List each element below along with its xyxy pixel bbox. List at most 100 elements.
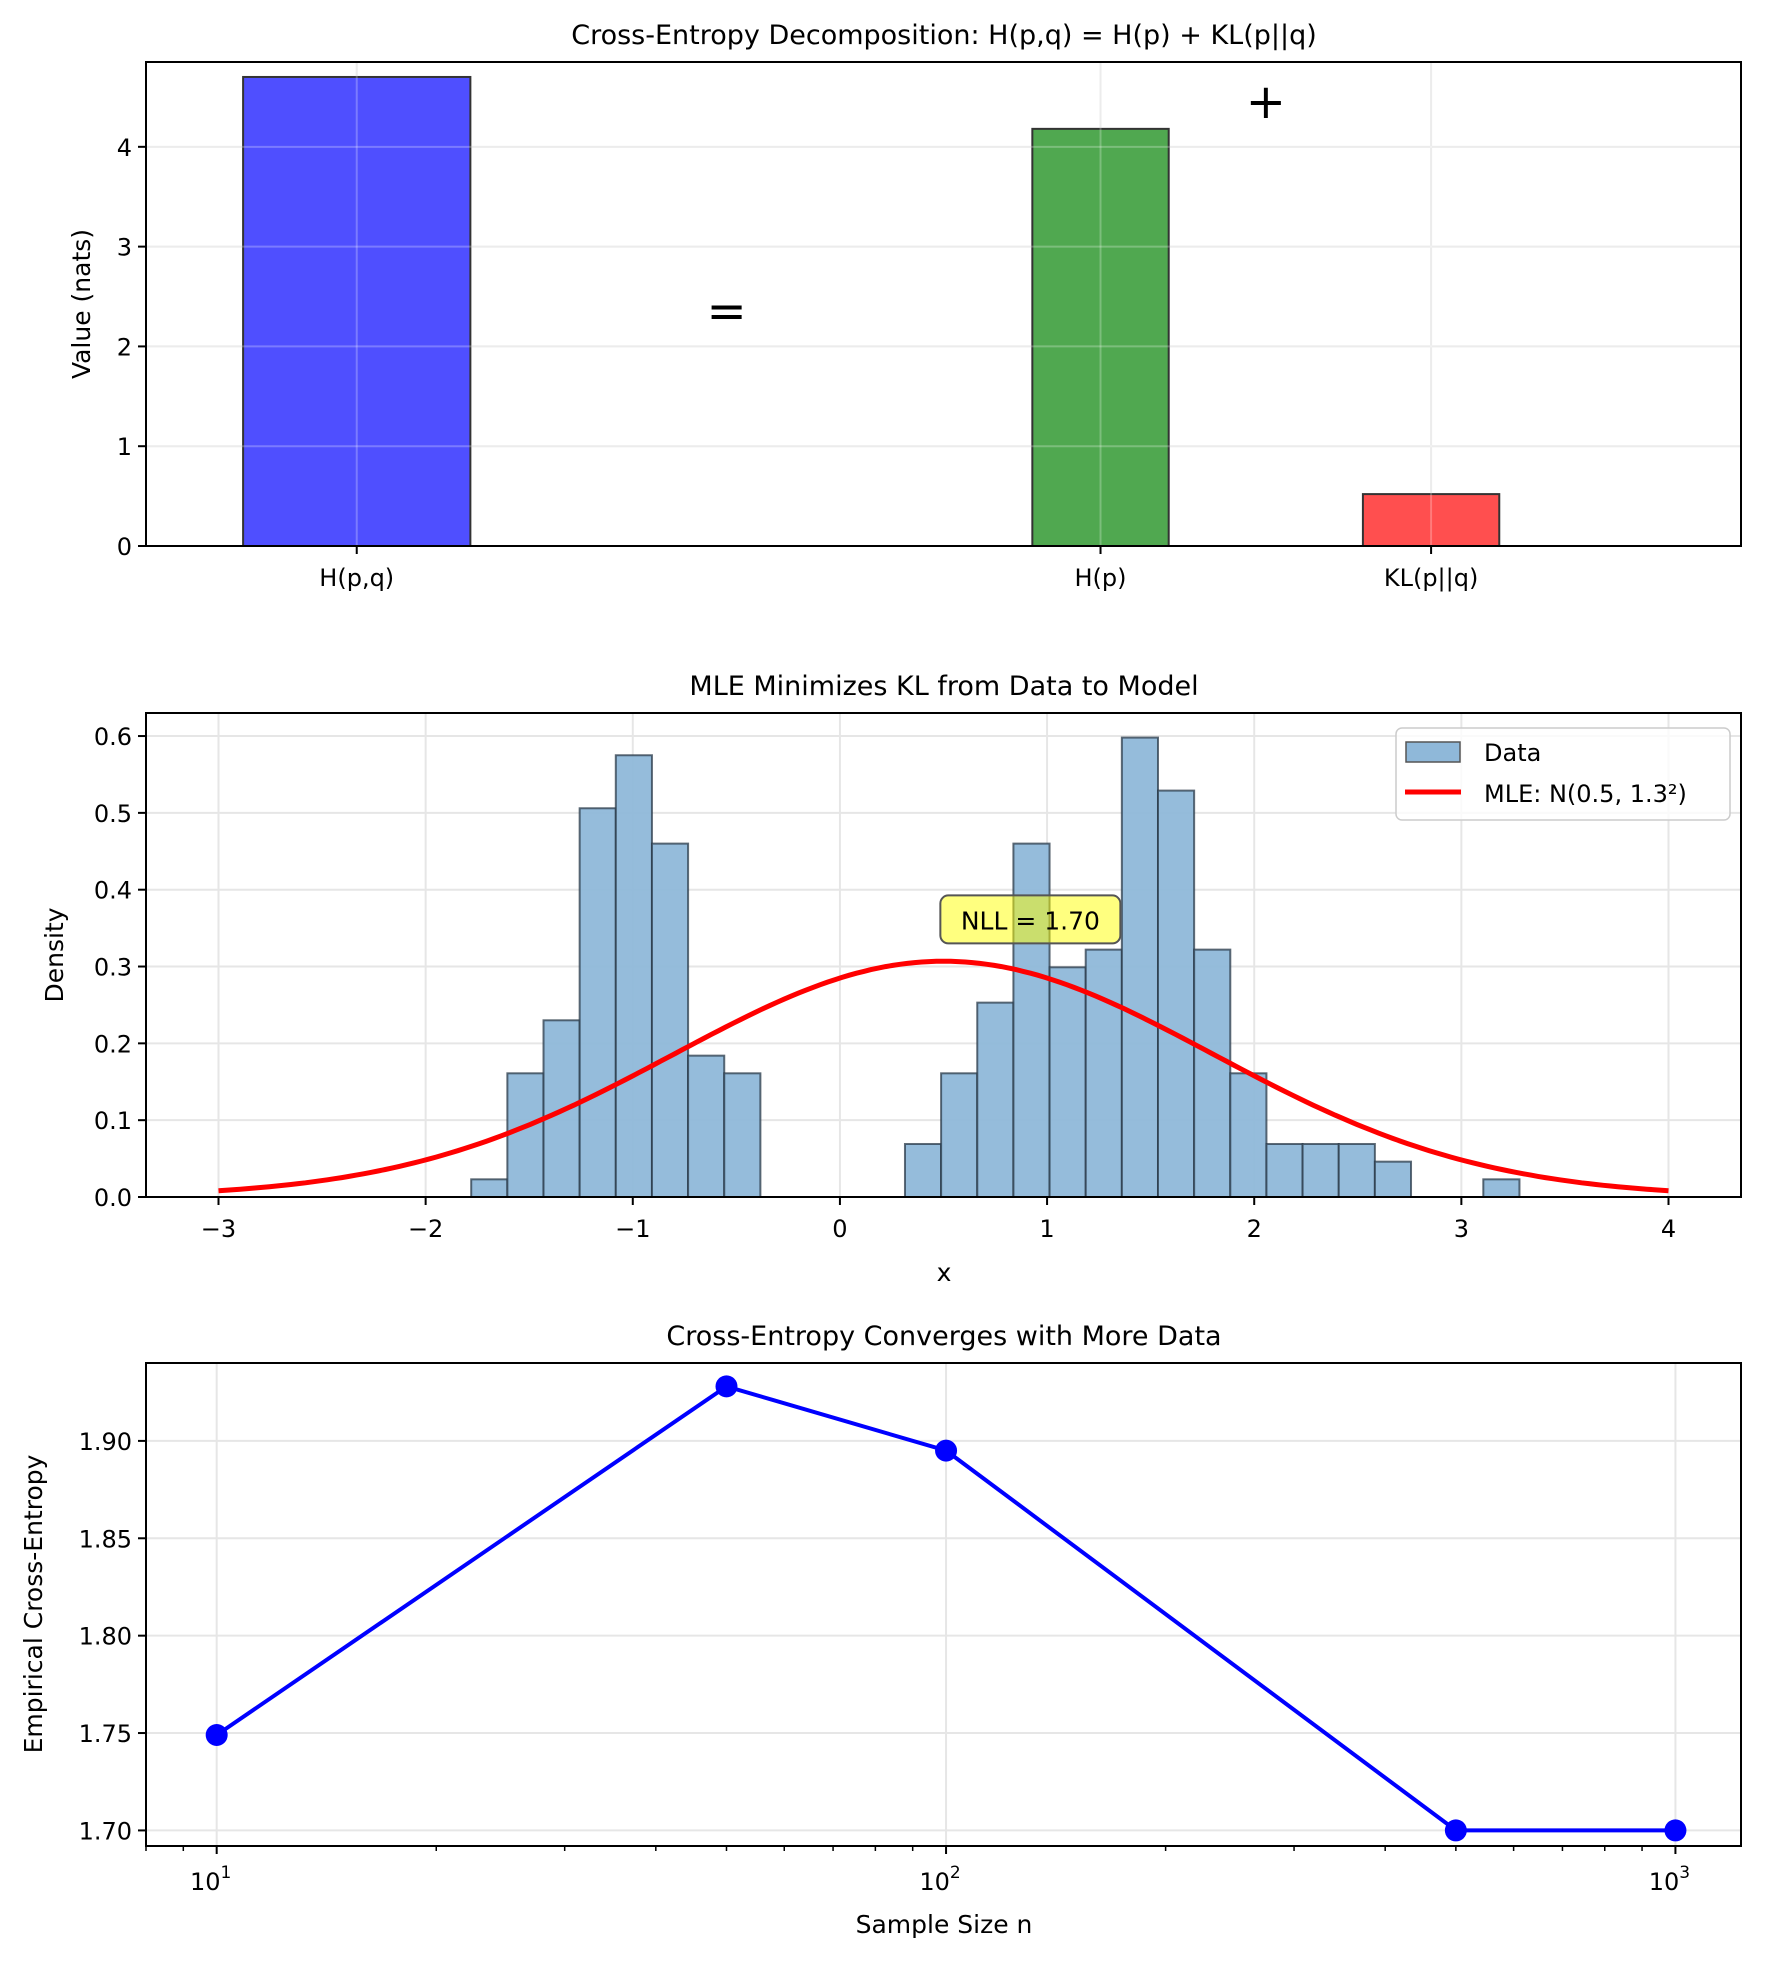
x-tick-label: 102 (919, 1863, 960, 1896)
x-tick-label: H(p,q) (319, 564, 394, 592)
mle-histogram-chart: MLE Minimizes KL from Data to Model NLL … (40, 671, 1742, 1287)
histogram-bar (470, 1178, 509, 1199)
histogram-bar (723, 1072, 762, 1199)
x-tick-label: −1 (615, 1215, 650, 1243)
x-tick-exponent: 2 (950, 1863, 961, 1883)
histogram-bar (614, 754, 653, 1198)
bar-h-p- (1031, 127, 1170, 548)
y-ticks: 0.0 0.1 0.2 0.3 0.4 0.5 0.6 (94, 723, 146, 1212)
histogram-bar (1229, 1072, 1268, 1199)
x-ticks: −3 −2 −1 0 1 2 3 4 (201, 1197, 1676, 1243)
legend-label-mle: MLE: N(0.5, 1.3²) (1484, 780, 1687, 808)
histogram-bar (1120, 736, 1159, 1198)
plus-sign: + (1246, 74, 1286, 130)
y-ticks: 1.70 1.75 1.80 1.85 1.90 (79, 1428, 146, 1845)
histogram-bar (1265, 1142, 1304, 1199)
x-tick-label: 2 (1247, 1215, 1262, 1243)
x-tick-label: H(p) (1075, 564, 1127, 592)
mle-curve (218, 958, 1669, 1194)
grid (146, 1363, 1741, 1846)
y-axis-label: Value (nats) (67, 229, 96, 379)
x-tick-label: 4 (1661, 1215, 1676, 1243)
convergence-chart: Cross-Entropy Converges with More Data 1… (19, 1321, 1742, 1939)
x-tick-base: 10 (190, 1868, 221, 1896)
data-point (205, 1723, 228, 1746)
y-tick-label: 4 (117, 134, 132, 162)
y-tick-label: 0.3 (94, 954, 132, 982)
histogram-bar (1048, 966, 1087, 1198)
chart-title: Cross-Entropy Converges with More Data (666, 1321, 1221, 1352)
legend-box (1395, 727, 1731, 821)
x-tick-label: KL(p||q) (1384, 564, 1478, 592)
x-tick-label: 1 (1039, 1215, 1054, 1243)
bar-kl-p-q- (1361, 493, 1501, 547)
histogram-bar (1482, 1178, 1521, 1199)
x-tick-label: 101 (190, 1863, 231, 1896)
y-tick-label: 1.70 (79, 1817, 132, 1845)
x-tick-label: 3 (1454, 1215, 1469, 1243)
y-tick-label: 0.2 (94, 1030, 132, 1058)
chart-title: Cross-Entropy Decomposition: H(p,q) = H(… (571, 20, 1317, 51)
x-tick-label: −2 (408, 1215, 443, 1243)
annotation-box (939, 894, 1122, 945)
histogram-bar (940, 1072, 979, 1199)
x-tick-base: 10 (919, 1868, 950, 1896)
x-axis-label: Sample Size n (856, 1910, 1033, 1939)
y-tick-label: 0.1 (94, 1107, 132, 1135)
histogram-bar (578, 807, 617, 1198)
x-tick-label: 103 (1649, 1863, 1690, 1896)
data-point (1444, 1819, 1467, 1842)
equals-sign: = (707, 283, 747, 339)
x-ticks: 101 102 103 (145, 1846, 1690, 1896)
y-ticks: 0 1 2 3 4 (117, 134, 146, 561)
y-tick-label: 1 (117, 433, 132, 461)
legend-label-data: Data (1484, 739, 1541, 767)
histogram-bar (506, 1072, 545, 1199)
y-tick-label: 1.75 (79, 1720, 132, 1748)
histogram-bar (1373, 1160, 1413, 1198)
chart-title: MLE Minimizes KL from Data to Model (689, 671, 1198, 702)
x-tick-label: −3 (201, 1215, 236, 1243)
data-point (935, 1439, 958, 1462)
x-axis-label: x (937, 1258, 952, 1287)
x-tick-exponent: 3 (1679, 1863, 1690, 1883)
data-point (715, 1375, 738, 1398)
y-tick-label: 0.0 (94, 1184, 132, 1212)
annotation-text: NLL = 1.70 (961, 906, 1100, 935)
x-tick-label: 0 (832, 1215, 847, 1243)
legend: Data MLE: N(0.5, 1.3²) (1395, 727, 1731, 821)
data-point (1664, 1819, 1687, 1842)
bars (146, 62, 1741, 548)
y-tick-label: 1.90 (79, 1428, 132, 1456)
plot-frame (145, 61, 1742, 547)
histogram-bar (1156, 789, 1196, 1198)
plot-frame (145, 712, 1742, 1198)
y-axis-label: Density (40, 907, 69, 1002)
histogram-bar (1193, 948, 1232, 1198)
nll-annotation: NLL = 1.70 (939, 894, 1122, 945)
bar-h-p-q- (242, 75, 472, 547)
histogram-bar (1084, 948, 1123, 1198)
histogram-bars (470, 736, 1521, 1199)
annotations: =+ (707, 74, 1286, 340)
histogram-bar (903, 1142, 943, 1199)
y-axis-label: Empirical Cross-Entropy (19, 1454, 48, 1753)
y-tick-label: 3 (117, 234, 132, 262)
histogram-bar (976, 1001, 1015, 1199)
legend-swatch-data (1405, 741, 1461, 763)
x-tick-base: 10 (1649, 1868, 1680, 1896)
x-ticks: H(p,q) H(p) KL(p||q) (319, 546, 1478, 592)
y-tick-label: 2 (117, 333, 132, 361)
y-tick-label: 0 (117, 533, 132, 561)
histogram-bar (1301, 1142, 1340, 1199)
histogram-bar (1337, 1142, 1376, 1199)
plot-frame (145, 1362, 1742, 1847)
histogram-bar (650, 842, 690, 1198)
y-tick-label: 0.5 (94, 800, 132, 828)
histogram-bar (687, 1054, 726, 1198)
data-points (205, 1375, 1687, 1842)
y-tick-label: 1.80 (79, 1623, 132, 1651)
y-tick-label: 0.6 (94, 723, 132, 751)
decomposition-chart: Cross-Entropy Decomposition: H(p,q) = H(… (67, 20, 1742, 592)
